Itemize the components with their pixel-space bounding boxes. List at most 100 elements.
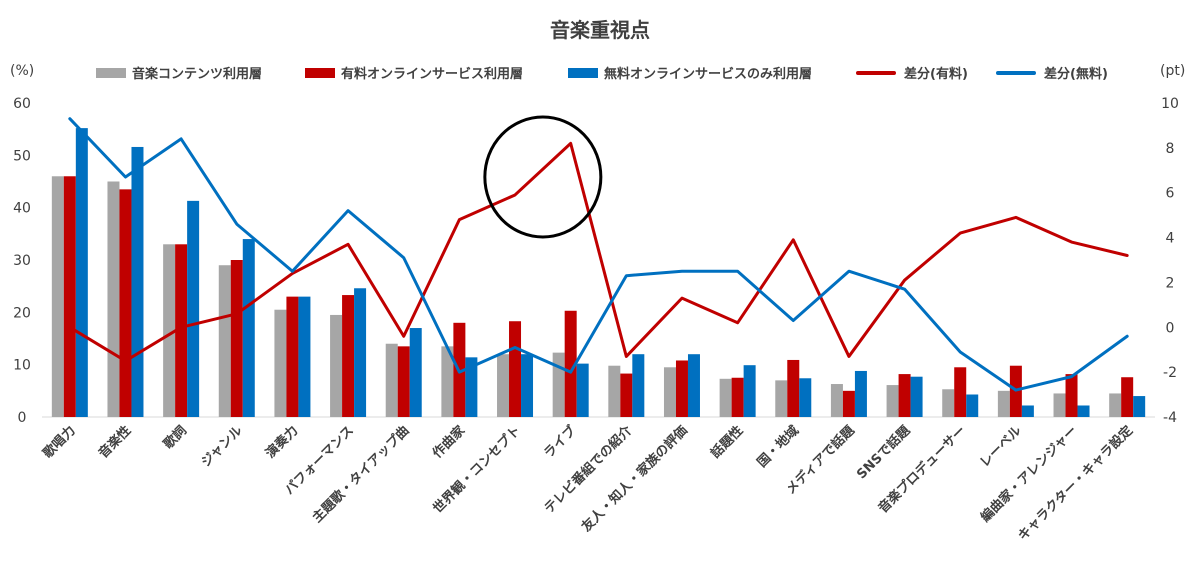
bar-series-3 bbox=[632, 354, 645, 417]
bar-series-1 bbox=[942, 389, 955, 417]
bar-series-1 bbox=[497, 354, 510, 417]
bar-series-1 bbox=[997, 390, 1010, 417]
y-left-tick-label: 0 bbox=[18, 410, 27, 426]
bar-series-2 bbox=[342, 295, 355, 417]
y-right-tick-label: 8 bbox=[1166, 141, 1175, 157]
x-tick-label: 編曲家・アレンジャー bbox=[978, 423, 1081, 526]
bar-series-2 bbox=[842, 390, 855, 417]
y-left-tick-label: 40 bbox=[13, 201, 31, 217]
bar-series-2 bbox=[175, 244, 188, 417]
legend-label-series-1: 音楽コンテンツ利用層 bbox=[132, 67, 263, 82]
y-left-tick-label: 10 bbox=[13, 358, 31, 374]
bar-series-3 bbox=[1133, 396, 1146, 417]
bar-series-3 bbox=[687, 354, 700, 417]
y-right-tick-label: 6 bbox=[1166, 186, 1175, 202]
bar-series-3 bbox=[409, 328, 422, 417]
legend-swatch-series-1 bbox=[96, 67, 126, 78]
x-tick-label: 国・地域 bbox=[754, 423, 802, 471]
legend-line-series-5 bbox=[996, 70, 1036, 75]
line-series-4 bbox=[68, 141, 1129, 363]
legend-label-series-2: 有料オンラインサービス利用層 bbox=[341, 67, 524, 82]
bar-series-2 bbox=[898, 374, 911, 417]
bar-series-3 bbox=[1021, 405, 1034, 417]
bar-series-2 bbox=[509, 321, 522, 417]
bar-series-3 bbox=[187, 200, 200, 417]
bar-series-1 bbox=[330, 314, 343, 417]
legend-item-series-4: 差分(有料) bbox=[856, 63, 968, 82]
y-right-tick-label: -4 bbox=[1163, 410, 1177, 426]
bar-series-3 bbox=[465, 357, 478, 417]
bar-series-2 bbox=[1121, 377, 1134, 417]
legend-label-series-3: 無料オンラインサービスのみ利用層 bbox=[604, 67, 813, 82]
bar-series-1 bbox=[719, 378, 732, 417]
bar-series-1 bbox=[274, 309, 287, 417]
x-tick-label: 歌詞 bbox=[160, 423, 190, 453]
y-left-unit: (%) bbox=[10, 63, 35, 79]
bar-series-3 bbox=[1077, 405, 1090, 417]
bar-series-3 bbox=[576, 363, 589, 417]
bar-series-3 bbox=[854, 370, 867, 417]
bar-series-3 bbox=[298, 296, 311, 417]
x-tick-label: 主題歌・タイアップ曲 bbox=[309, 423, 412, 526]
bar-series-1 bbox=[608, 365, 621, 417]
bar-series-1 bbox=[107, 181, 120, 417]
bar-series-2 bbox=[620, 373, 633, 417]
legend-label-series-4: 差分(有料) bbox=[904, 67, 968, 82]
bar-series-1 bbox=[51, 176, 64, 417]
bar-series-1 bbox=[163, 244, 176, 417]
bar-series-2 bbox=[397, 346, 410, 417]
y-right-tick-label: 2 bbox=[1166, 275, 1175, 291]
bar-series-2 bbox=[954, 367, 967, 417]
bar-series-1 bbox=[663, 367, 676, 417]
bar-series-3 bbox=[910, 376, 923, 417]
x-tick-label: 友人・知人・家族の評価 bbox=[578, 423, 690, 535]
bar-series-1 bbox=[775, 380, 788, 417]
bar-series-2 bbox=[63, 176, 76, 417]
legend-swatch-series-3 bbox=[568, 67, 598, 78]
x-tick-label: 歌唱力 bbox=[40, 423, 79, 462]
y-left-tick-label: 50 bbox=[13, 148, 31, 164]
bar-series-1 bbox=[830, 384, 843, 417]
x-tick-label: 話題性 bbox=[708, 423, 747, 462]
line-series-5 bbox=[68, 117, 1129, 392]
bar-series-1 bbox=[1053, 393, 1066, 417]
bar-series-3 bbox=[242, 239, 255, 417]
x-tick-label: ライブ bbox=[541, 423, 580, 462]
y-right-unit: (pt) bbox=[1160, 63, 1186, 79]
bar-series-3 bbox=[966, 394, 979, 417]
x-tick-label: 演奏力 bbox=[262, 423, 301, 462]
bar-series-2 bbox=[119, 189, 132, 417]
y-left-tick-label: 60 bbox=[13, 96, 31, 112]
bar-series-1 bbox=[385, 343, 398, 417]
x-tick-label: キャラクター・キャラ設定 bbox=[1015, 423, 1136, 544]
bar-series-1 bbox=[441, 346, 454, 417]
y-right-tick-label: 4 bbox=[1166, 231, 1175, 247]
bar-series-2 bbox=[675, 360, 688, 417]
legend-line-series-4 bbox=[856, 70, 896, 75]
legend-item-series-1: 音楽コンテンツ利用層 bbox=[96, 63, 262, 82]
legend: 音楽コンテンツ利用層 有料オンラインサービス利用層 無料オンラインサービスのみ利… bbox=[0, 63, 1200, 83]
bar-series-3 bbox=[743, 365, 756, 417]
x-tick-label: 音楽性 bbox=[95, 423, 134, 462]
annotation-circle bbox=[483, 115, 603, 239]
x-tick-label: ジャンル bbox=[199, 423, 246, 470]
bar-series-2 bbox=[564, 310, 577, 417]
x-tick-label: レーベル bbox=[977, 423, 1024, 470]
bar-series-1 bbox=[218, 265, 231, 417]
legend-item-series-3: 無料オンラインサービスのみ利用層 bbox=[568, 63, 812, 82]
legend-item-series-5: 差分(無料) bbox=[996, 63, 1108, 82]
bar-series-2 bbox=[787, 359, 800, 417]
bar-series-2 bbox=[230, 260, 243, 417]
bar-series-3 bbox=[799, 378, 812, 417]
bar-series-1 bbox=[1109, 393, 1122, 417]
bar-series-1 bbox=[552, 352, 565, 417]
y-left-tick-label: 30 bbox=[13, 253, 31, 269]
x-tick-label: 作曲家 bbox=[429, 422, 469, 462]
x-tick-label: SNSで話題 bbox=[854, 422, 915, 483]
legend-label-series-5: 差分(無料) bbox=[1044, 67, 1108, 82]
bar-series-2 bbox=[286, 296, 299, 417]
y-right-tick-label: -2 bbox=[1163, 365, 1177, 381]
bar-series-1 bbox=[886, 385, 899, 417]
bar-series-2 bbox=[731, 377, 744, 417]
